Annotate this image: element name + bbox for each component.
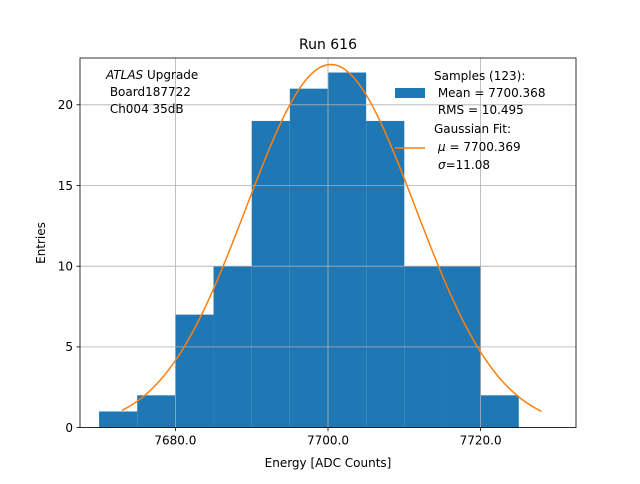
histogram-bar [289, 88, 328, 428]
x-axis-ticks: 7680.0 7700.0 7720.0 [154, 427, 502, 448]
legend-fit-mu: μ = 7700.369 [437, 140, 521, 154]
legend-samples-title: Samples (123): [434, 69, 525, 83]
histogram-bar [99, 411, 138, 428]
histogram-bar [366, 120, 405, 428]
annotation-line-2: Board187722 [106, 85, 191, 99]
y-tick-label: 10 [58, 260, 73, 274]
legend-samples-swatch [395, 88, 425, 98]
x-axis-label: Energy [ADC Counts] [265, 456, 392, 470]
annotation-line-1: ATLAS Upgrade [105, 68, 198, 82]
chart-title: Run 616 [299, 37, 357, 53]
histogram-bar [251, 120, 290, 428]
legend-mu-symbol: μ [437, 140, 446, 154]
legend-fit-sigma: σ=11.08 [438, 158, 490, 172]
histogram-bar [175, 314, 214, 428]
legend-mu-value: = 7700.369 [446, 140, 521, 154]
x-tick-label: 7680.0 [154, 434, 196, 448]
legend-fit-title: Gaussian Fit: [434, 122, 511, 136]
histogram-bar [137, 395, 176, 428]
x-tick-label: 7720.0 [460, 434, 502, 448]
x-tick-label: 7700.0 [307, 434, 349, 448]
y-tick-label: 0 [65, 421, 73, 435]
y-tick-label: 15 [58, 179, 73, 193]
annotation-line-3: Ch004 35dB [106, 102, 184, 116]
y-tick-label: 5 [65, 340, 73, 354]
histogram-bar [328, 72, 367, 428]
legend: Samples (123): Mean = 7700.368 RMS = 10.… [395, 69, 545, 172]
legend-samples-rms: RMS = 10.495 [434, 103, 524, 117]
annotation-upgrade: Upgrade [143, 68, 198, 82]
legend-sigma-symbol: σ [438, 158, 446, 172]
annotation-atlas: ATLAS [105, 68, 144, 82]
legend-samples-mean: Mean = 7700.368 [434, 86, 545, 100]
atlas-annotation: ATLAS Upgrade Board187722 Ch004 35dB [105, 68, 198, 116]
gaussian-fit-curve [121, 63, 542, 413]
y-axis-ticks: 0 5 10 15 20 [58, 98, 80, 435]
legend-sigma-value: =11.08 [446, 158, 490, 172]
histogram-bar [480, 395, 519, 428]
y-tick-label: 20 [58, 98, 73, 112]
y-axis-label: Entries [34, 222, 48, 264]
